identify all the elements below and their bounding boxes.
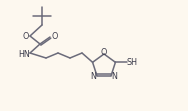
Text: N: N bbox=[90, 72, 96, 81]
Text: O: O bbox=[52, 32, 58, 41]
Text: O: O bbox=[23, 32, 29, 41]
Text: SH: SH bbox=[127, 58, 138, 67]
Text: N: N bbox=[112, 72, 118, 81]
Text: O: O bbox=[101, 48, 107, 56]
Text: HN: HN bbox=[18, 50, 30, 58]
